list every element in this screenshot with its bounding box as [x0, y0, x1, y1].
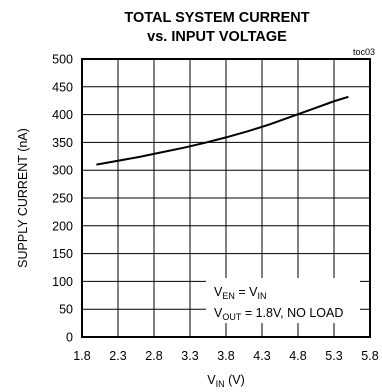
y-tick-label: 250 — [52, 192, 73, 206]
x-tick-label: 3.8 — [217, 349, 234, 363]
y-axis-label: SUPPLY CURRENT (nA) — [16, 128, 30, 268]
x-tick-label: 1.8 — [73, 349, 90, 363]
y-tick-label: 50 — [59, 303, 73, 317]
x-tick-label: 3.3 — [181, 349, 198, 363]
y-tick-label: 100 — [52, 275, 73, 289]
figure-code: toc03 — [353, 47, 375, 57]
series-line — [96, 95, 349, 166]
x-axis-label-unit: (V) — [225, 373, 245, 387]
y-tick-labels: 0 50 100 150 200 250 300 350 400 450 500 — [52, 53, 73, 345]
x-tick-label: 5.8 — [361, 349, 378, 363]
x-axis-label: VIN (V) — [207, 373, 244, 389]
y-tick-label: 0 — [66, 331, 73, 345]
anno2-rest: = 1.8V, NO LOAD — [241, 306, 343, 320]
x-tick-label: 5.3 — [325, 349, 342, 363]
y-tick-label: 300 — [52, 164, 73, 178]
x-axis-label-main: V — [207, 373, 216, 387]
annotation-line1: VEN = VIN — [214, 285, 266, 301]
x-tick-label: 4.3 — [253, 349, 270, 363]
y-tick-label: 200 — [52, 219, 73, 233]
y-tick-label: 450 — [52, 80, 73, 94]
x-tick-label: 4.8 — [289, 349, 306, 363]
y-tick-label: 350 — [52, 136, 73, 150]
anno1-mid: = V — [235, 285, 258, 299]
anno2-v: V — [214, 306, 223, 320]
anno1-en-sub: EN — [222, 291, 235, 301]
x-tick-label: 2.8 — [145, 349, 162, 363]
plot-frame — [81, 58, 371, 338]
x-tick-label: 2.3 — [109, 349, 126, 363]
y-tick-label: 150 — [52, 247, 73, 261]
anno2-out-sub: OUT — [222, 312, 242, 322]
anno1-v: V — [214, 285, 223, 299]
annotation-box — [206, 278, 360, 323]
x-axis-label-sub: IN — [216, 379, 225, 389]
y-tick-label: 400 — [52, 108, 73, 122]
grid — [81, 58, 371, 338]
annotation-line2: VOUT = 1.8V, NO LOAD — [214, 306, 343, 322]
y-tick-label: 500 — [52, 53, 73, 67]
chart-title-line2: vs. INPUT VOLTAGE — [147, 29, 287, 45]
x-tick-labels: 1.8 2.3 2.8 3.3 3.8 4.3 4.8 5.3 5.8 — [73, 349, 378, 363]
chart-title-line1: TOTAL SYSTEM CURRENT — [124, 10, 309, 26]
anno1-in-sub: IN — [257, 291, 266, 301]
